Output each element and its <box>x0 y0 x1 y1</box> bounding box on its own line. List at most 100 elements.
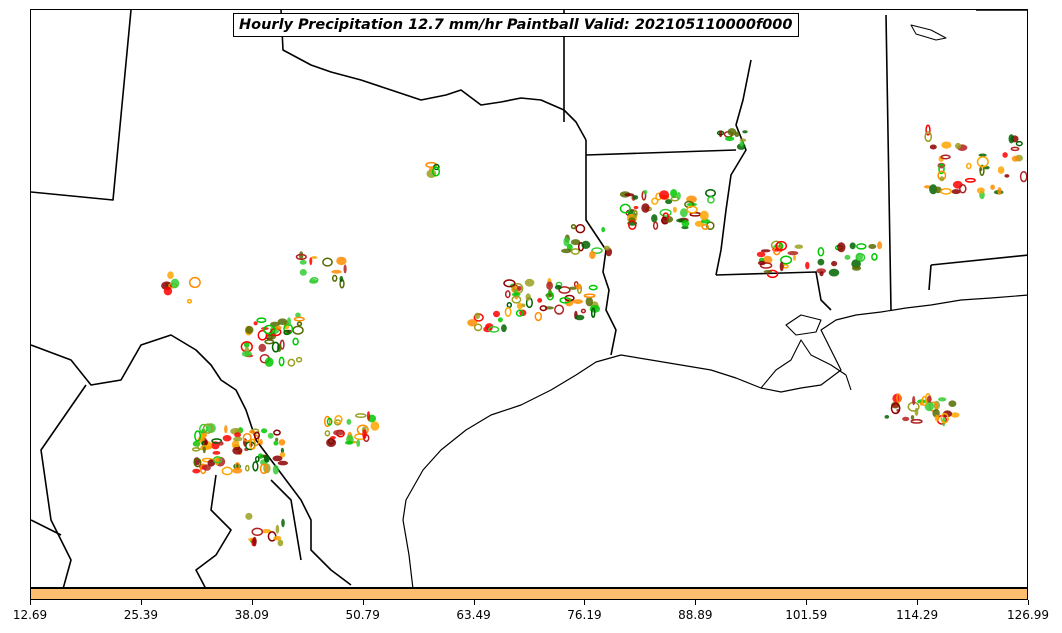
precip-blob <box>828 268 840 277</box>
precip-blob <box>950 412 960 418</box>
precip-blob <box>271 341 280 353</box>
precip-blob <box>856 243 867 250</box>
precip-blob <box>299 259 307 265</box>
precip-blob <box>546 291 554 301</box>
precip-blob <box>624 193 635 197</box>
precip-blob <box>280 447 284 454</box>
precip-blob <box>805 261 810 270</box>
precip-blob <box>278 439 286 446</box>
precip-blob <box>283 329 291 336</box>
precip-blob <box>191 447 201 452</box>
border-georgia-florida <box>928 264 932 291</box>
precip-blob <box>261 529 272 534</box>
precip-blob <box>296 321 303 327</box>
precip-blob <box>273 429 281 436</box>
precip-blob <box>559 296 571 304</box>
colorbar-tick <box>140 600 142 605</box>
colorbar-tick-label: 25.39 <box>123 608 159 622</box>
precip-blob <box>910 415 915 420</box>
precip-blob <box>272 464 279 475</box>
precip-blob <box>680 208 688 218</box>
precip-blob <box>272 455 283 462</box>
precip-blob <box>725 136 735 142</box>
precip-blob <box>793 254 796 261</box>
precip-blob <box>940 412 949 424</box>
colorbar-tick <box>917 600 919 605</box>
precip-blob <box>570 223 577 230</box>
colorbar-tick <box>695 600 697 605</box>
precip-blob <box>1002 152 1008 158</box>
precip-blob <box>336 256 347 266</box>
precip-blob <box>287 317 291 327</box>
precip-blob <box>705 188 716 198</box>
precip-blob <box>775 240 788 251</box>
precip-blob <box>204 439 209 446</box>
precip-blob <box>252 536 257 547</box>
colorbar-tick-label: 114.29 <box>896 608 939 622</box>
precip-blob <box>756 251 766 258</box>
precip-blob <box>273 440 279 446</box>
precipitation-paintball-contours <box>161 124 1027 547</box>
precip-blob <box>580 308 587 314</box>
precip-blob <box>362 429 367 439</box>
precip-blob <box>849 242 856 250</box>
precip-blob <box>914 407 919 416</box>
precip-blob <box>701 223 710 230</box>
precip-blob <box>589 251 596 259</box>
precip-blob <box>525 293 531 301</box>
precip-blob <box>504 290 511 299</box>
precip-blob <box>851 265 862 271</box>
precip-blob <box>202 423 214 434</box>
precip-blob <box>601 226 606 233</box>
precip-blob <box>816 268 827 274</box>
precip-blob <box>517 285 522 291</box>
precip-blob <box>322 257 333 267</box>
precip-blob <box>511 292 521 297</box>
precip-blob <box>474 312 481 319</box>
precip-blob <box>356 439 361 447</box>
precip-blob <box>186 298 193 304</box>
precip-blob <box>766 269 779 279</box>
precip-blob <box>575 283 582 290</box>
precip-blob <box>837 242 846 253</box>
precip-blob <box>501 324 507 333</box>
precip-blob <box>473 323 483 332</box>
colorbar-tick-label: 88.89 <box>678 608 713 622</box>
precip-blob <box>568 286 578 290</box>
precip-blob <box>295 253 307 261</box>
precip-blob <box>934 414 940 422</box>
precip-blob <box>267 432 274 439</box>
precip-blob <box>259 438 263 446</box>
map-canvas <box>31 10 1027 587</box>
precip-blob <box>588 284 598 291</box>
precip-blob <box>167 271 174 280</box>
precip-blob <box>877 241 883 250</box>
precip-blob <box>324 430 331 437</box>
precip-blob <box>504 306 512 317</box>
precip-blob <box>170 278 180 289</box>
precip-blob <box>951 189 961 195</box>
precip-blob <box>539 305 548 312</box>
precip-blob <box>558 286 571 294</box>
precip-blob <box>651 197 659 205</box>
precip-blob <box>163 286 173 296</box>
precip-blob <box>326 438 337 447</box>
colorbar <box>30 588 1028 600</box>
precip-blob <box>892 404 899 408</box>
precip-blob <box>211 438 223 444</box>
precip-blob <box>273 535 282 541</box>
precip-blob <box>278 356 285 367</box>
precip-blob <box>817 258 825 266</box>
precip-blob <box>581 240 591 249</box>
precip-blob <box>938 397 947 402</box>
precip-blob <box>554 304 565 315</box>
precip-blob <box>583 293 596 299</box>
precip-blob <box>516 302 523 310</box>
precip-blob <box>686 205 698 214</box>
precip-blob <box>871 253 878 261</box>
lake-georgia <box>910 24 947 41</box>
precip-blob <box>665 199 673 205</box>
precip-blob <box>506 301 513 309</box>
precip-blob <box>727 128 737 136</box>
precip-blob <box>561 248 572 254</box>
